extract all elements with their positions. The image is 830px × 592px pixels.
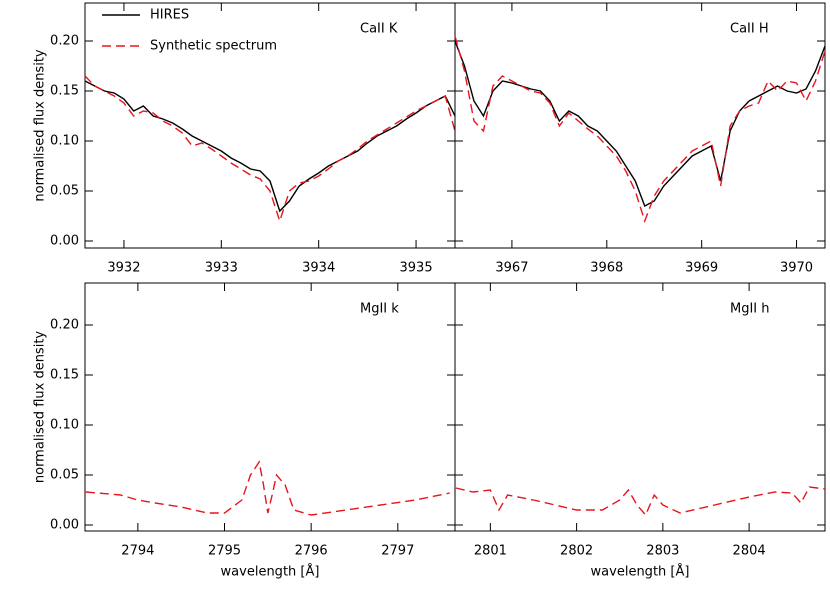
- plot-frame: [454, 282, 826, 532]
- y-tick-label: 0.20: [50, 318, 79, 333]
- x-tick-label: 3935: [400, 261, 433, 276]
- x-tick-label: 3969: [685, 261, 718, 276]
- y-tick-label: 0.05: [50, 468, 79, 483]
- y-tick-label: 0.00: [50, 518, 79, 533]
- x-tick-label: 3968: [590, 261, 623, 276]
- y-tick-label: 0.15: [50, 84, 79, 99]
- spectrum-line: [454, 35, 826, 224]
- y-tick-label: 0.05: [50, 184, 79, 199]
- spectrum-line: [85, 460, 450, 516]
- x-tick-label: 3970: [780, 261, 813, 276]
- y-axis-label: normalised flux density: [33, 49, 48, 202]
- x-tick-label: 2803: [646, 544, 679, 559]
- x-tick-label: 3932: [107, 261, 140, 276]
- y-axis-label: normalised flux density: [33, 331, 48, 484]
- x-tick-label: 2801: [474, 544, 507, 559]
- x-tick-label: 3933: [205, 261, 238, 276]
- spectrum-line: [84, 75, 456, 224]
- legend-label: Synthetic spectrum: [150, 39, 277, 54]
- y-tick-label: 0.15: [50, 368, 79, 383]
- x-tick-label: 2794: [121, 544, 154, 559]
- spectrum-line: [454, 40, 826, 207]
- panel-annotation: CaII H: [730, 22, 769, 37]
- plot-frame: [84, 282, 456, 532]
- y-tick-label: 0.10: [50, 418, 79, 433]
- legend-label: HIRES: [150, 8, 189, 23]
- x-tick-label: 2796: [295, 544, 328, 559]
- x-tick-label: 2797: [381, 544, 414, 559]
- panel-annotation: MgII k: [360, 302, 399, 317]
- panel-annotation: CaII K: [360, 22, 398, 37]
- x-tick-label: 3967: [495, 261, 528, 276]
- spectrum-line: [84, 80, 456, 213]
- x-tick-label: 2802: [560, 544, 593, 559]
- x-axis-label: wavelength [Å]: [221, 564, 320, 580]
- x-tick-label: 2795: [208, 544, 241, 559]
- x-tick-label: 3934: [302, 261, 335, 276]
- x-tick-label: 2804: [733, 544, 766, 559]
- plot-frame: [454, 2, 826, 249]
- y-tick-label: 0.10: [50, 134, 79, 149]
- spectrum-line: [455, 486, 826, 517]
- y-tick-label: 0.00: [50, 234, 79, 249]
- y-tick-label: 0.20: [50, 34, 79, 49]
- panel-annotation: MgII h: [730, 302, 770, 317]
- x-axis-label: wavelength [Å]: [591, 564, 690, 580]
